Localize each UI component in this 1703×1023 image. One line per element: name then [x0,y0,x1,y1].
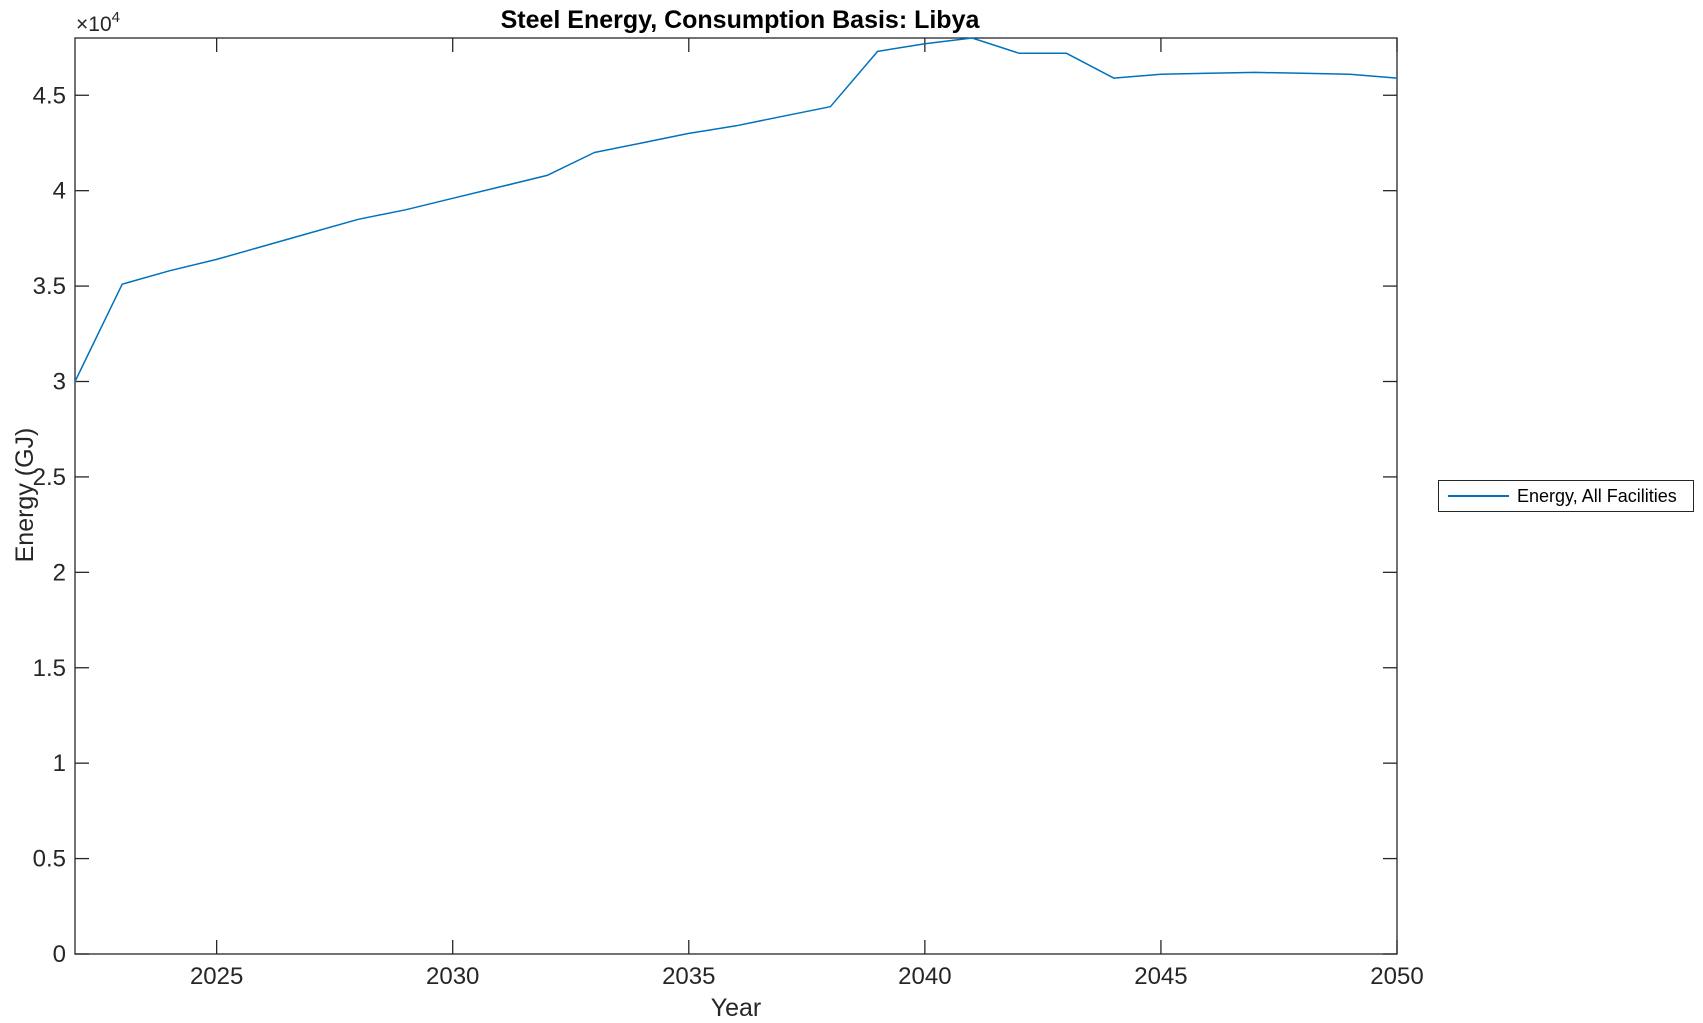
x-axis-ticks [215,38,1398,954]
chart-title: Steel Energy, Consumption Basis: Libya [501,6,981,34]
legend-line-sample [1448,495,1509,497]
y-tick-label: 0 [53,941,66,968]
y-tick-label: 2 [53,559,66,586]
y-tick-label: 4.5 [33,82,66,109]
legend-label: Energy, All Facilities [1517,485,1677,506]
y-tick-label: 4 [53,178,66,205]
x-tick-label: 2035 [662,963,715,990]
legend: Energy, All Facilities [1438,480,1694,512]
y-axis-multiplier: ×104 [76,9,120,36]
x-tick-label: 2025 [190,963,243,990]
y-tick-label: 0.5 [33,846,66,873]
x-tick-label: 2045 [1134,963,1187,990]
x-tick-label: 2050 [1370,963,1423,990]
y-axis-multiplier-exponent: 4 [112,9,120,26]
y-axis-ticks [75,94,1397,955]
y-axis-tick-labels: 0 0.5 1 1.5 2 2.5 3 3.5 4 4.5 [33,82,66,968]
y-tick-label: 3 [53,369,66,396]
axis-box [74,37,1398,955]
y-axis-label: Energy (GJ) [11,428,39,563]
x-tick-label: 2040 [898,963,951,990]
x-axis-tick-labels: 2025 2030 2035 2040 2045 2050 [190,963,1424,990]
x-axis-label: Year [711,994,762,1022]
y-tick-label: 1.5 [33,655,66,682]
y-tick-label: 2.5 [33,464,66,491]
series-lines [74,37,1398,383]
series-line [74,37,1398,383]
y-axis-multiplier-base: ×10 [76,13,112,36]
x-tick-label: 2030 [426,963,479,990]
y-tick-label: 3.5 [33,273,66,300]
y-tick-label: 1 [53,750,66,777]
